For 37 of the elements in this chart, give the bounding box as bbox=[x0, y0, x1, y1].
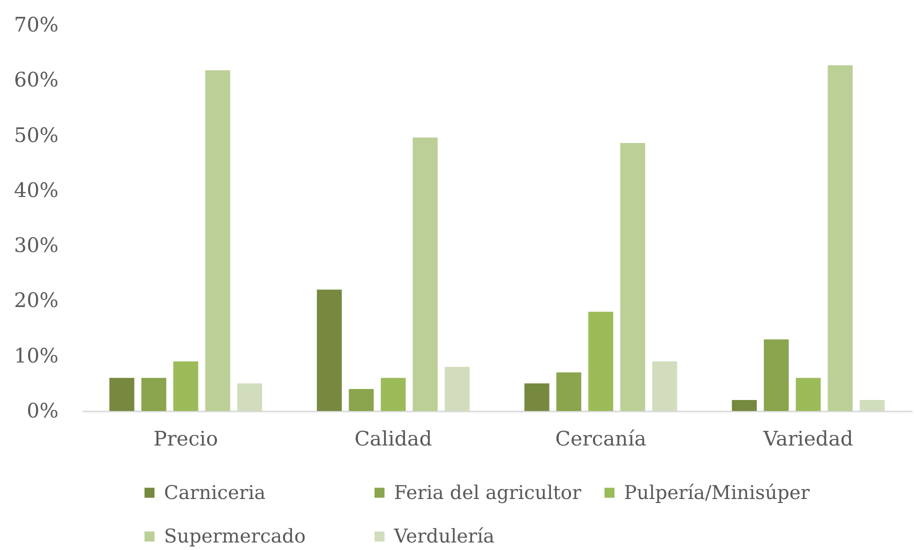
x-tick-label: Cercanía bbox=[555, 426, 646, 450]
bar bbox=[316, 290, 342, 411]
legend-label: Supermercado bbox=[164, 526, 306, 548]
legend-label: Pulpería/Minisúper bbox=[624, 482, 811, 504]
bar bbox=[588, 312, 614, 411]
y-tick-label: 0% bbox=[26, 398, 58, 422]
bar bbox=[732, 400, 757, 411]
bar bbox=[860, 400, 885, 411]
x-tick-label: Precio bbox=[154, 426, 218, 450]
y-tick-label: 40% bbox=[14, 178, 58, 202]
bar bbox=[620, 143, 646, 411]
bar bbox=[652, 361, 678, 411]
x-tick-label: Variedad bbox=[762, 426, 854, 450]
bar bbox=[173, 361, 198, 411]
bar bbox=[380, 378, 406, 411]
legend-label: Verdulería bbox=[393, 526, 495, 548]
bar bbox=[524, 383, 550, 411]
legend-label: Carniceria bbox=[164, 482, 266, 504]
bar bbox=[444, 366, 470, 411]
legend-label: Feria del agricultor bbox=[394, 482, 582, 504]
bar bbox=[556, 372, 582, 411]
y-tick-label: 60% bbox=[14, 68, 58, 92]
bar bbox=[237, 383, 262, 411]
x-tick-label: Calidad bbox=[354, 426, 432, 450]
y-tick-label: 30% bbox=[14, 233, 58, 258]
bar bbox=[141, 378, 166, 411]
bar bbox=[796, 378, 821, 411]
bar bbox=[348, 388, 374, 411]
y-tick-label: 50% bbox=[14, 122, 58, 147]
bar bbox=[828, 65, 853, 411]
y-tick-label: 10% bbox=[14, 343, 58, 368]
bar bbox=[205, 70, 230, 411]
bar bbox=[412, 137, 438, 411]
bar bbox=[764, 339, 789, 411]
y-tick-label: 20% bbox=[14, 288, 58, 312]
bar bbox=[109, 378, 134, 411]
y-tick-label: 70% bbox=[14, 12, 58, 36]
